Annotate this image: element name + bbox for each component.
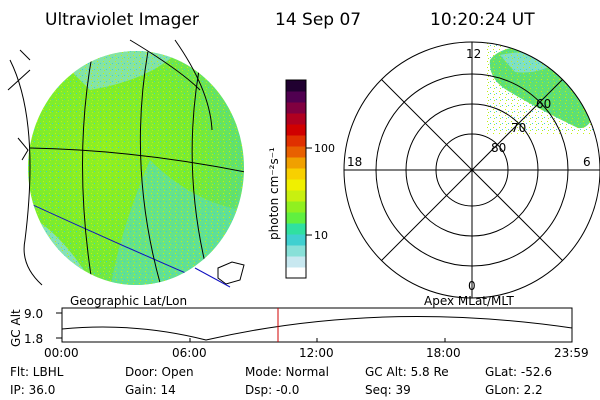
polar-panel-label: Apex MLat/MLT (424, 294, 514, 308)
altitude-plot: GC Alt 9.0 1.8 00:00 06:00 12:00 18:00 2… (9, 307, 589, 360)
time-label: 10:20:24 UT (430, 10, 535, 30)
status-gcalt: GC Alt: 5.8 Re (365, 365, 449, 379)
status-ip: IP: 36.0 (10, 383, 55, 397)
colorbar-band (286, 245, 306, 257)
colorbar: 100 10 photon cm⁻²s⁻¹ (267, 79, 335, 279)
status-dsp: Dsp: -0.0 (245, 383, 299, 397)
mlt-label-6: 6 (583, 155, 591, 169)
colorbar-band (286, 223, 306, 235)
status-glat: GLat: -52.6 (485, 365, 552, 379)
colorbar-band (286, 146, 306, 158)
colorbar-band (286, 256, 306, 268)
status-seq: Seq: 39 (365, 383, 411, 397)
colorbar-band (286, 135, 306, 147)
date-label: 14 Sep 07 (275, 10, 361, 30)
alt-ytick-1-8: 1.8 (24, 332, 43, 346)
colorbar-band (286, 168, 306, 180)
status-mode: Mode: Normal (245, 365, 329, 379)
mlat-label-60: 60 (536, 97, 551, 111)
status-area: Flt: LBHL IP: 36.0 Door: Open Gain: 14 M… (10, 365, 552, 397)
colorbar-band (286, 124, 306, 136)
alt-xtick-1800: 18:00 (426, 346, 461, 360)
colorbar-band (286, 91, 306, 103)
geographic-image (7, 39, 245, 288)
geo-panel-label: Geographic Lat/Lon (70, 294, 187, 308)
colorbar-band (286, 80, 306, 92)
colorbar-label: photon cm⁻²s⁻¹ (267, 147, 281, 240)
mlt-label-0: 0 (468, 279, 476, 293)
alt-xtick-0000: 00:00 (44, 346, 79, 360)
alt-ylabel: GC Alt (9, 309, 23, 347)
colorbar-band (286, 267, 306, 279)
status-glon: GLon: 2.2 (485, 383, 543, 397)
colorbar-tick-10: 10 (314, 229, 328, 242)
polar-plot: 12 18 6 0 60 70 80 (343, 41, 600, 299)
mlt-label-12: 12 (466, 47, 481, 61)
mlt-label-18: 18 (347, 155, 362, 169)
status-gain: Gain: 14 (125, 383, 176, 397)
alt-xtick-0600: 06:00 (172, 346, 207, 360)
alt-xtick-1200: 12:00 (299, 346, 334, 360)
mlat-label-80: 80 (491, 141, 506, 155)
colorbar-band (286, 179, 306, 191)
colorbar-band (286, 113, 306, 125)
colorbar-band (286, 234, 306, 246)
colorbar-band (286, 157, 306, 169)
alt-xtick-2359: 23:59 (554, 346, 589, 360)
instrument-title: Ultraviolet Imager (45, 10, 199, 30)
mlat-label-70: 70 (511, 121, 526, 135)
colorbar-band (286, 212, 306, 224)
colorbar-band (286, 102, 306, 114)
colorbar-tick-100: 100 (314, 142, 335, 155)
status-door: Door: Open (125, 365, 194, 379)
colorbar-band (286, 190, 306, 202)
colorbar-band (286, 201, 306, 213)
alt-ytick-9: 9.0 (24, 307, 43, 321)
status-flt: Flt: LBHL (10, 365, 64, 379)
